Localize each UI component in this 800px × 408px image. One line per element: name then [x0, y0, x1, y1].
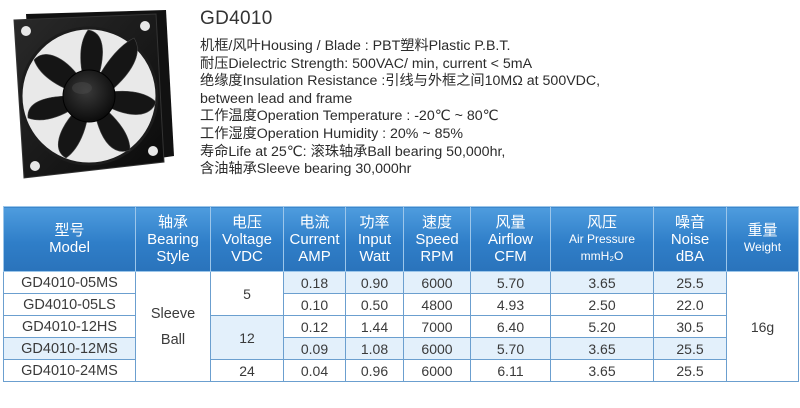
header-current-cn: 电流 — [299, 213, 330, 231]
header-power: 功率 Input Watt — [345, 206, 404, 272]
header-voltage-cn: 电压 — [231, 213, 262, 231]
cell-power: 0.90 — [345, 271, 404, 294]
header-speed-cn: 速度 — [421, 213, 452, 231]
cell-noise: 25.5 — [653, 359, 727, 382]
header-voltage-unit: VDC — [231, 247, 263, 265]
header-airflow: 风量 Airflow CFM — [470, 206, 551, 272]
header-noise-en: Noise — [670, 230, 710, 248]
header-noise-cn: 噪音 — [674, 213, 705, 231]
cell-airflow: 5.70 — [470, 271, 551, 294]
table-row: GD4010-12MS 0.09 1.08 6000 5.70 3.65 25.… — [3, 337, 799, 360]
spec-insulation-resistance-cont: between lead and frame — [200, 90, 353, 107]
cell-speed: 6000 — [403, 337, 471, 360]
cell-current: 0.18 — [283, 271, 346, 294]
product-title: GD4010 — [200, 8, 273, 29]
fan-product-image — [13, 10, 174, 179]
spec-insulation-resistance: 绝缘度Insulation Resistance :引线与外框之间10MΩ at… — [200, 73, 601, 90]
header-noise: 噪音 Noise dBA — [653, 206, 727, 272]
header-pressure-unit: mmH₂O — [580, 248, 624, 263]
header-current-en: Current — [289, 230, 340, 248]
cell-noise: 25.5 — [653, 337, 727, 360]
cell-pressure: 3.65 — [550, 359, 654, 382]
header-bearing-en2: Style — [156, 247, 190, 265]
header-weight-cn: 重量 — [747, 222, 778, 239]
header-model-cn: 型号 — [54, 222, 85, 239]
spec-table: 型号 Model 轴承 Bearing Style 电压 Voltage VDC… — [3, 206, 799, 382]
cell-pressure: 3.65 — [550, 271, 654, 294]
cell-power: 1.44 — [345, 315, 404, 338]
cell-speed: 4800 — [403, 293, 471, 316]
cell-pressure: 5.20 — [550, 315, 654, 338]
cell-current: 0.12 — [283, 315, 346, 338]
header-weight-en: Weight — [743, 240, 782, 254]
cell-power: 0.50 — [345, 293, 404, 316]
cell-speed: 7000 — [403, 315, 471, 338]
header-current: 电流 Current AMP — [283, 206, 346, 272]
header-model-en: Model — [49, 239, 90, 256]
spec-life-ball: 寿命Life at 25℃: 滚珠轴承Ball bearing 50,000hr… — [200, 143, 506, 160]
header-voltage-en: Voltage — [221, 230, 273, 248]
header-power-unit: Watt — [359, 247, 390, 265]
cell-power: 0.96 — [345, 359, 404, 382]
cell-weight: 16g — [726, 271, 799, 382]
header-airflow-en: Airflow — [487, 230, 533, 248]
cell-airflow: 5.70 — [470, 337, 551, 360]
cell-current: 0.10 — [283, 293, 346, 316]
cell-power: 1.08 — [345, 337, 404, 360]
cell-airflow: 6.11 — [470, 359, 551, 382]
bearing-ball: Ball — [160, 331, 186, 348]
cell-airflow: 6.40 — [470, 315, 551, 338]
header-power-cn: 功率 — [359, 213, 390, 231]
cell-pressure: 2.50 — [550, 293, 654, 316]
cell-voltage-5: 5 — [210, 271, 284, 316]
header-bearing-en: Bearing — [147, 230, 199, 248]
header-power-en: Input — [357, 230, 392, 248]
header-speed: 速度 Speed RPM — [403, 206, 471, 272]
cell-airflow: 4.93 — [470, 293, 551, 316]
cell-model: GD4010-12HS — [3, 315, 136, 338]
cell-current: 0.09 — [283, 337, 346, 360]
spec-dielectric-strength: 耐压Dielectric Strength: 500VAC/ min, curr… — [200, 55, 533, 72]
header-current-unit: AMP — [298, 247, 331, 265]
cell-voltage-24: 24 — [210, 359, 284, 382]
cell-pressure: 3.65 — [550, 337, 654, 360]
cell-model: GD4010-24MS — [3, 359, 136, 382]
cell-model: GD4010-05LS — [3, 293, 136, 316]
header-pressure-cn: 风压 — [586, 213, 617, 231]
table-row: GD4010-24MS 24 0.04 0.96 6000 6.11 3.65 … — [3, 359, 799, 382]
cell-noise: 30.5 — [653, 315, 727, 338]
table-row: GD4010-05LS 0.10 0.50 4800 4.93 2.50 22.… — [3, 293, 799, 316]
cell-noise: 25.5 — [653, 271, 727, 294]
bearing-sleeve: Sleeve — [150, 305, 196, 322]
header-bearing-cn: 轴承 — [157, 213, 188, 231]
cell-model: GD4010-12MS — [3, 337, 136, 360]
cell-voltage-12: 12 — [210, 315, 284, 360]
header-weight: 重量 Weight — [726, 206, 799, 272]
spec-list: 机框/风叶Housing / Blade : PBT塑料Plastic P.B.… — [200, 38, 790, 179]
header-noise-unit: dBA — [675, 247, 705, 265]
header-airflow-cn: 风量 — [495, 213, 526, 231]
spec-operation-humidity: 工作湿度Operation Humidity : 20% ~ 85% — [200, 125, 463, 142]
header-speed-unit: RPM — [420, 247, 454, 265]
cell-speed: 6000 — [403, 271, 471, 294]
cell-bearing-style: Sleeve Ball — [135, 271, 211, 382]
table-header-row: 型号 Model 轴承 Bearing Style 电压 Voltage VDC… — [3, 206, 799, 272]
cell-speed: 6000 — [403, 359, 471, 382]
header-airflow-unit: CFM — [494, 247, 527, 265]
cell-noise: 22.0 — [653, 293, 727, 316]
header-voltage: 电压 Voltage VDC — [210, 206, 284, 272]
header-pressure: 风压 Air Pressure mmH₂O — [550, 206, 654, 272]
table-row: GD4010-12HS 12 0.12 1.44 7000 6.40 5.20 … — [3, 315, 799, 360]
header-bearing: 轴承 Bearing Style — [135, 206, 211, 272]
cell-current: 0.04 — [283, 359, 346, 382]
header-model: 型号 Model — [3, 206, 136, 272]
cell-model: GD4010-05MS — [3, 271, 136, 294]
spec-housing-blade: 机框/风叶Housing / Blade : PBT塑料Plastic P.B.… — [200, 38, 511, 54]
header-speed-en: Speed — [415, 230, 459, 248]
spec-operation-temperature: 工作温度Operation Temperature : -20℃ ~ 80℃ — [200, 108, 499, 125]
table-row: GD4010-05MS Sleeve Ball 5 0.18 0.90 6000… — [3, 271, 799, 382]
header-pressure-en: Air Pressure — [568, 231, 636, 246]
spec-life-sleeve: 含油轴承Sleeve bearing 30,000hr — [200, 161, 412, 178]
